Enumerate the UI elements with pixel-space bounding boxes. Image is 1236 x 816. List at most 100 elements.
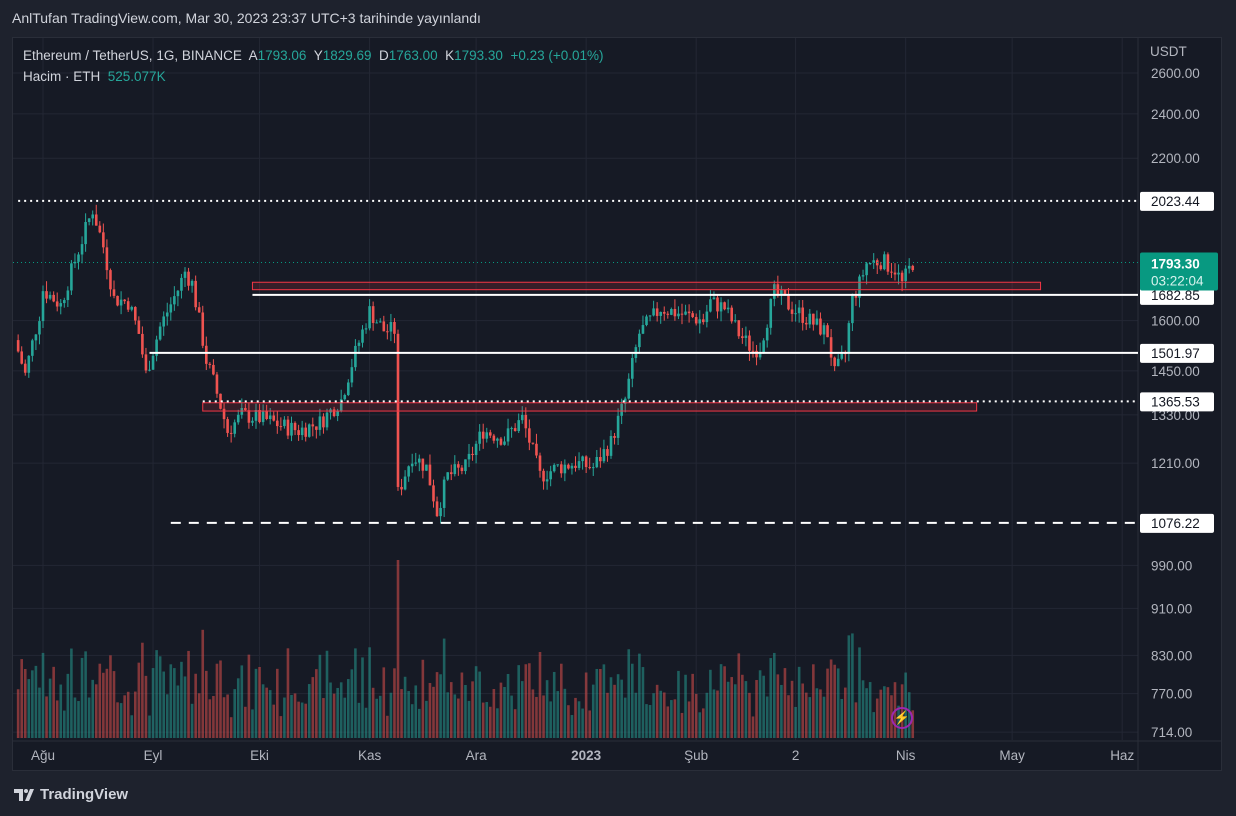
volume-bar	[70, 648, 73, 738]
volume-bar	[631, 663, 634, 738]
volume-bar	[677, 670, 680, 738]
candle-body	[822, 325, 826, 335]
volume-bar	[112, 671, 116, 738]
volume-bar	[336, 687, 339, 738]
candle-body	[73, 261, 77, 264]
volume-bar	[496, 708, 499, 738]
y-tick-label: 1210.00	[1151, 456, 1200, 471]
volume-bar	[570, 715, 574, 738]
volume-bar	[343, 697, 347, 738]
volume-bar	[712, 689, 716, 738]
volume-bar	[339, 682, 343, 738]
candle-body	[581, 456, 584, 462]
volume-bar	[584, 672, 588, 738]
volume-bar	[300, 702, 304, 738]
volume-bar	[105, 668, 109, 738]
volume-bar	[478, 671, 481, 738]
candle-body	[84, 222, 87, 245]
volume-bar	[236, 678, 240, 738]
level-label: 1501.97	[1151, 346, 1200, 361]
volume-bar	[556, 691, 560, 738]
candle-body	[868, 262, 872, 264]
candle-body	[23, 363, 27, 373]
volume-bar	[247, 654, 251, 738]
volume-bar	[386, 715, 389, 738]
candle-body	[382, 321, 386, 332]
candle-body	[677, 313, 680, 317]
symbol-label[interactable]: Ethereum / TetherUS, 1G, BINANCE	[23, 48, 242, 63]
candle-body	[194, 280, 197, 308]
volume-bar	[109, 655, 112, 738]
candle-body	[584, 456, 588, 468]
y-tick-label: 770.00	[1151, 687, 1192, 702]
volume-bar	[776, 674, 780, 738]
x-tick-label: Eyl	[144, 748, 163, 763]
candle-body	[804, 322, 808, 325]
tradingview-logo[interactable]: TradingView	[14, 786, 128, 803]
volume-bar	[861, 680, 865, 738]
volume-bar	[418, 708, 421, 738]
volume-bar	[162, 671, 165, 738]
volume-bar	[538, 651, 542, 738]
candle-body	[879, 265, 883, 270]
volume-bar	[737, 653, 741, 738]
volume-bar	[322, 698, 325, 738]
volume-bar	[293, 693, 297, 738]
candle-body	[63, 300, 66, 304]
candle-body	[130, 307, 134, 310]
candle-body	[485, 432, 489, 439]
candle-body	[300, 427, 304, 436]
candle-body	[911, 265, 915, 271]
chart-frame[interactable]	[12, 37, 1222, 771]
volume-label[interactable]: Hacim · ETH	[23, 69, 101, 84]
volume-bar	[148, 715, 151, 738]
candle-body	[165, 312, 169, 317]
volume-bar	[730, 677, 733, 738]
candle-body	[744, 335, 748, 339]
candle-body	[80, 244, 84, 255]
volume-bar	[641, 667, 645, 738]
candle-body	[599, 456, 602, 462]
candle-body	[261, 410, 265, 423]
volume-bar	[307, 684, 311, 738]
volume-bar	[648, 705, 652, 738]
volume-bar	[347, 679, 350, 738]
x-tick-label: 2023	[571, 748, 602, 763]
candle-body	[155, 339, 158, 356]
candle-body	[755, 350, 758, 358]
candle-body	[169, 304, 173, 313]
candle-body	[613, 436, 616, 438]
volume-bar	[449, 682, 453, 738]
candle-body	[297, 430, 300, 436]
volume-bar	[733, 684, 737, 738]
candle-body	[705, 311, 709, 323]
volume-bar	[847, 635, 851, 738]
open-label: A	[248, 48, 258, 63]
volume-bar	[403, 676, 407, 738]
candle-body	[148, 369, 151, 371]
candle-body	[591, 467, 595, 469]
candle-body	[197, 307, 201, 313]
resistance-zone	[251, 281, 1042, 291]
candle-body	[670, 309, 673, 315]
volume-bar	[155, 650, 158, 738]
candle-body	[421, 458, 425, 471]
candle-body	[137, 320, 141, 334]
candle-body	[506, 428, 510, 442]
candle-body	[20, 351, 23, 364]
candle-body	[180, 277, 183, 291]
candle-body	[659, 311, 662, 316]
volume-bar	[279, 716, 283, 738]
candle-body	[226, 419, 229, 433]
candle-body	[645, 316, 648, 326]
candle-body	[201, 312, 205, 346]
candle-body	[173, 296, 176, 305]
change-value: +0.23 (+0.01%)	[510, 48, 604, 63]
candle-body	[34, 334, 38, 341]
volume-bar	[698, 712, 702, 738]
volume-bar	[229, 717, 233, 738]
lightning-icon[interactable]: ⚡	[891, 707, 913, 729]
volume-bar	[822, 696, 826, 738]
volume-bar	[251, 709, 254, 738]
